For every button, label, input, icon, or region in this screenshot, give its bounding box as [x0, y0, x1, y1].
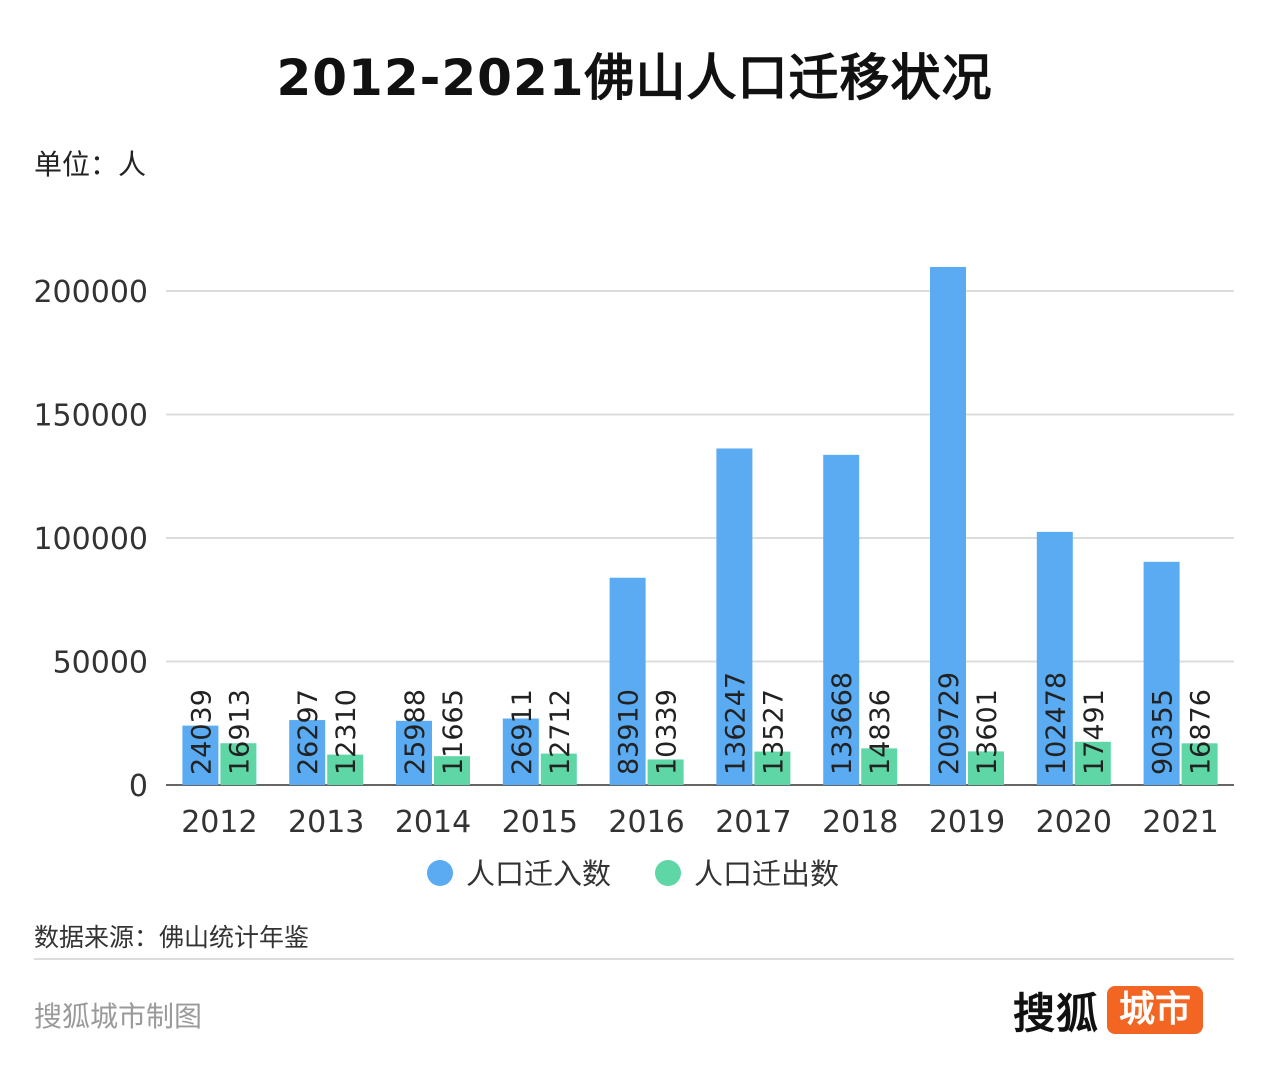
bar-chart: 0 50000 100000 150000 200000 24039 16913 26297… [33, 266, 1234, 891]
bar [968, 751, 1004, 785]
bar [1181, 743, 1218, 785]
bar [609, 577, 646, 785]
data-labels: 24039 16913 26297 12310 25988 11665 26911 12712… [186, 672, 1216, 775]
data-label: 16913 [224, 689, 255, 775]
chart-credit: 搜狐城市制图 [34, 1000, 203, 1033]
y-tick-label: 50000 [53, 646, 148, 681]
chart-title: 2012-2021佛山人口迁移状况 [276, 49, 993, 107]
data-label: 102478 [1041, 672, 1072, 775]
y-axis-ticks: 0 50000 100000 150000 200000 [33, 275, 148, 804]
data-label: 13601 [972, 689, 1003, 775]
data-label: 13527 [758, 689, 789, 775]
x-tick-label: 2019 [929, 805, 1005, 840]
data-label: 209729 [934, 672, 965, 775]
legend: 人口迁入数 人口迁出数 [427, 857, 839, 891]
data-label: 10339 [652, 689, 683, 775]
footer-divider [34, 958, 1234, 960]
bar [930, 266, 966, 785]
data-label: 14836 [865, 689, 896, 775]
bar [1143, 561, 1180, 785]
legend-marker [655, 860, 681, 886]
data-label: 24039 [186, 689, 217, 775]
sohu-city-logo: 搜狐 城市 [1013, 984, 1204, 1038]
legend-marker [427, 860, 453, 886]
bar [327, 754, 364, 785]
bar [434, 756, 470, 785]
x-axis-ticks: 2012 2013 2014 2015 2016 2017 2018 2019 2020 2021 [181, 805, 1219, 840]
legend-label: 人口迁入数 [466, 857, 611, 891]
data-label: 12712 [545, 689, 576, 775]
bar [220, 743, 257, 785]
bar [754, 751, 791, 785]
bars [182, 266, 1218, 785]
bar [1074, 741, 1111, 785]
x-tick-label: 2020 [1036, 805, 1112, 840]
x-tick-label: 2017 [715, 805, 791, 840]
data-label: 90355 [1148, 689, 1179, 775]
bar [823, 454, 860, 785]
x-tick-label: 2021 [1142, 805, 1218, 840]
logo-badge: 城市 [1107, 986, 1204, 1034]
bar [647, 759, 684, 785]
gridlines [166, 290, 1234, 786]
x-tick-label: 2013 [288, 805, 364, 840]
data-source: 数据来源：佛山统计年鉴 [34, 923, 310, 952]
legend-label: 人口迁出数 [694, 857, 839, 891]
data-label: 11665 [438, 689, 469, 775]
data-label: 17491 [1079, 689, 1110, 775]
data-label: 12310 [331, 689, 362, 775]
data-label: 26911 [507, 689, 538, 775]
y-tick-label: 200000 [33, 275, 148, 310]
bar [502, 718, 539, 785]
x-tick-label: 2014 [395, 805, 471, 840]
y-tick-label: 100000 [33, 522, 148, 557]
x-tick-label: 2018 [822, 805, 898, 840]
bar [540, 753, 577, 785]
data-label: 136247 [720, 672, 751, 775]
data-label: 83910 [614, 689, 645, 775]
x-tick-label: 2016 [608, 805, 684, 840]
y-tick-label: 150000 [33, 399, 148, 434]
bar [396, 720, 432, 785]
data-label: 16876 [1186, 689, 1217, 775]
bar [861, 748, 898, 785]
data-label: 25988 [400, 689, 431, 775]
bar [1036, 531, 1073, 785]
data-label: 26297 [293, 689, 324, 775]
unit-label: 单位：人 [34, 148, 147, 181]
x-tick-label: 2012 [181, 805, 257, 840]
x-tick-label: 2015 [502, 805, 578, 840]
y-tick-label: 0 [129, 769, 148, 804]
bar [182, 725, 219, 785]
bar [716, 448, 753, 785]
logo-text: 搜狐 [1013, 988, 1100, 1038]
bar [289, 720, 326, 785]
data-label: 133668 [827, 672, 858, 775]
